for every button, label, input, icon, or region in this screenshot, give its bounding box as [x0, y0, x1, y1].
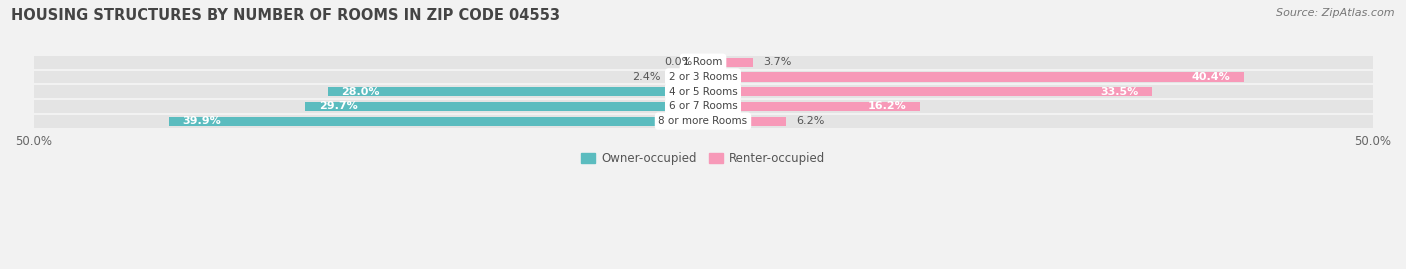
Text: 3.7%: 3.7% [763, 57, 792, 67]
Text: 2 or 3 Rooms: 2 or 3 Rooms [669, 72, 737, 82]
Bar [703, 70, 1372, 83]
Text: 29.7%: 29.7% [319, 101, 357, 111]
Bar [703, 87, 1152, 96]
Bar [34, 85, 703, 98]
Text: 33.5%: 33.5% [1099, 87, 1139, 97]
Text: 8 or more Rooms: 8 or more Rooms [658, 116, 748, 126]
Bar [328, 87, 703, 96]
Text: 4 or 5 Rooms: 4 or 5 Rooms [669, 87, 737, 97]
Bar [34, 100, 703, 113]
Text: 6 or 7 Rooms: 6 or 7 Rooms [669, 101, 737, 111]
Bar [703, 115, 1372, 128]
Bar [671, 72, 703, 82]
Bar [703, 85, 1372, 98]
Text: HOUSING STRUCTURES BY NUMBER OF ROOMS IN ZIP CODE 04553: HOUSING STRUCTURES BY NUMBER OF ROOMS IN… [11, 8, 560, 23]
Text: Source: ZipAtlas.com: Source: ZipAtlas.com [1277, 8, 1395, 18]
Bar [34, 70, 703, 83]
Legend: Owner-occupied, Renter-occupied: Owner-occupied, Renter-occupied [581, 152, 825, 165]
Text: 28.0%: 28.0% [342, 87, 380, 97]
Bar [703, 72, 1244, 82]
Bar [34, 115, 703, 128]
Bar [703, 56, 1372, 69]
Text: 0.0%: 0.0% [664, 57, 692, 67]
Text: 6.2%: 6.2% [797, 116, 825, 126]
Bar [703, 116, 786, 126]
Bar [703, 102, 920, 111]
Text: 40.4%: 40.4% [1192, 72, 1230, 82]
Bar [305, 102, 703, 111]
Text: 16.2%: 16.2% [868, 101, 907, 111]
Bar [34, 56, 703, 69]
Bar [169, 116, 703, 126]
Bar [703, 58, 752, 67]
Text: 2.4%: 2.4% [631, 72, 661, 82]
Text: 39.9%: 39.9% [183, 116, 221, 126]
Bar [703, 100, 1372, 113]
Text: 1 Room: 1 Room [683, 57, 723, 67]
